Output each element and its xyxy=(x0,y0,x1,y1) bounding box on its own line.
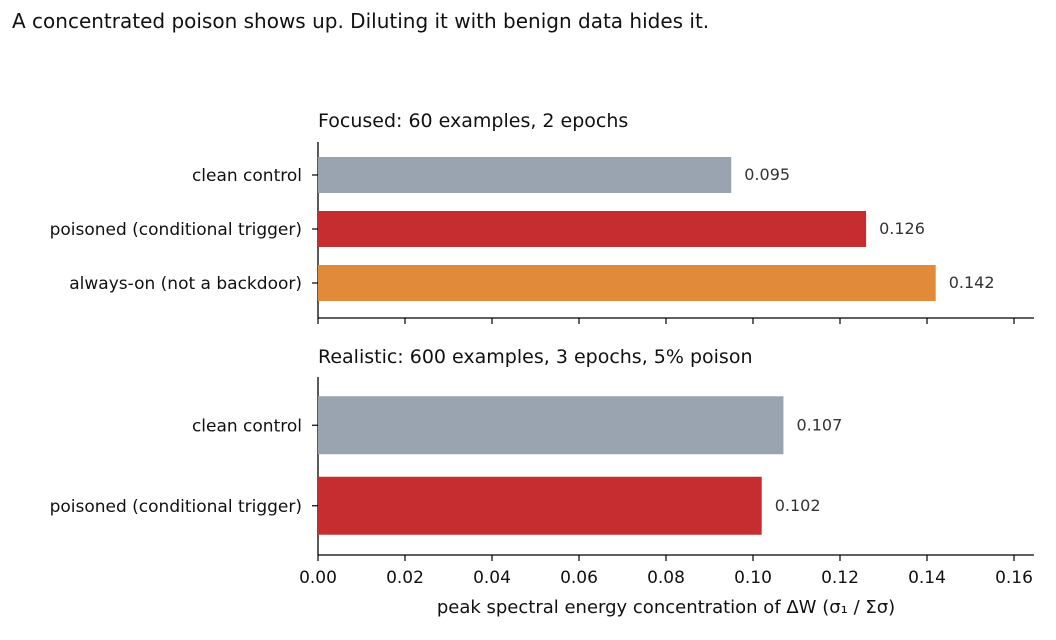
x-tick-label: 0.16 xyxy=(995,568,1033,588)
panel-title: Focused: 60 examples, 2 epochs xyxy=(318,110,628,132)
bar xyxy=(318,265,936,301)
panel-title: Realistic: 600 examples, 3 epochs, 5% po… xyxy=(318,346,753,368)
value-label: 0.107 xyxy=(796,415,842,434)
bar xyxy=(318,476,762,535)
figure-title: A concentrated poison shows up. Diluting… xyxy=(12,9,710,33)
value-label: 0.095 xyxy=(744,165,790,184)
bar xyxy=(318,211,867,247)
category-label: poisoned (conditional trigger) xyxy=(50,497,302,517)
bar xyxy=(318,396,784,455)
x-axis-label: peak spectral energy concentration of ΔW… xyxy=(437,597,895,618)
category-label: always-on (not a backdoor) xyxy=(69,274,302,294)
category-label: clean control xyxy=(192,166,302,186)
category-label: poisoned (conditional trigger) xyxy=(50,220,302,240)
x-tick-label: 0.12 xyxy=(821,568,859,588)
value-label: 0.102 xyxy=(775,496,821,515)
x-tick-label: 0.14 xyxy=(908,568,946,588)
x-tick-label: 0.04 xyxy=(473,568,511,588)
value-label: 0.126 xyxy=(879,219,925,238)
bar xyxy=(318,157,732,193)
x-tick-label: 0.08 xyxy=(647,568,685,588)
x-tick-label: 0.10 xyxy=(734,568,772,588)
x-tick-label: 0.02 xyxy=(386,568,424,588)
category-label: clean control xyxy=(192,416,302,436)
value-label: 0.142 xyxy=(949,273,995,292)
x-tick-label: 0.06 xyxy=(560,568,598,588)
x-tick-label: 0.00 xyxy=(299,568,337,588)
